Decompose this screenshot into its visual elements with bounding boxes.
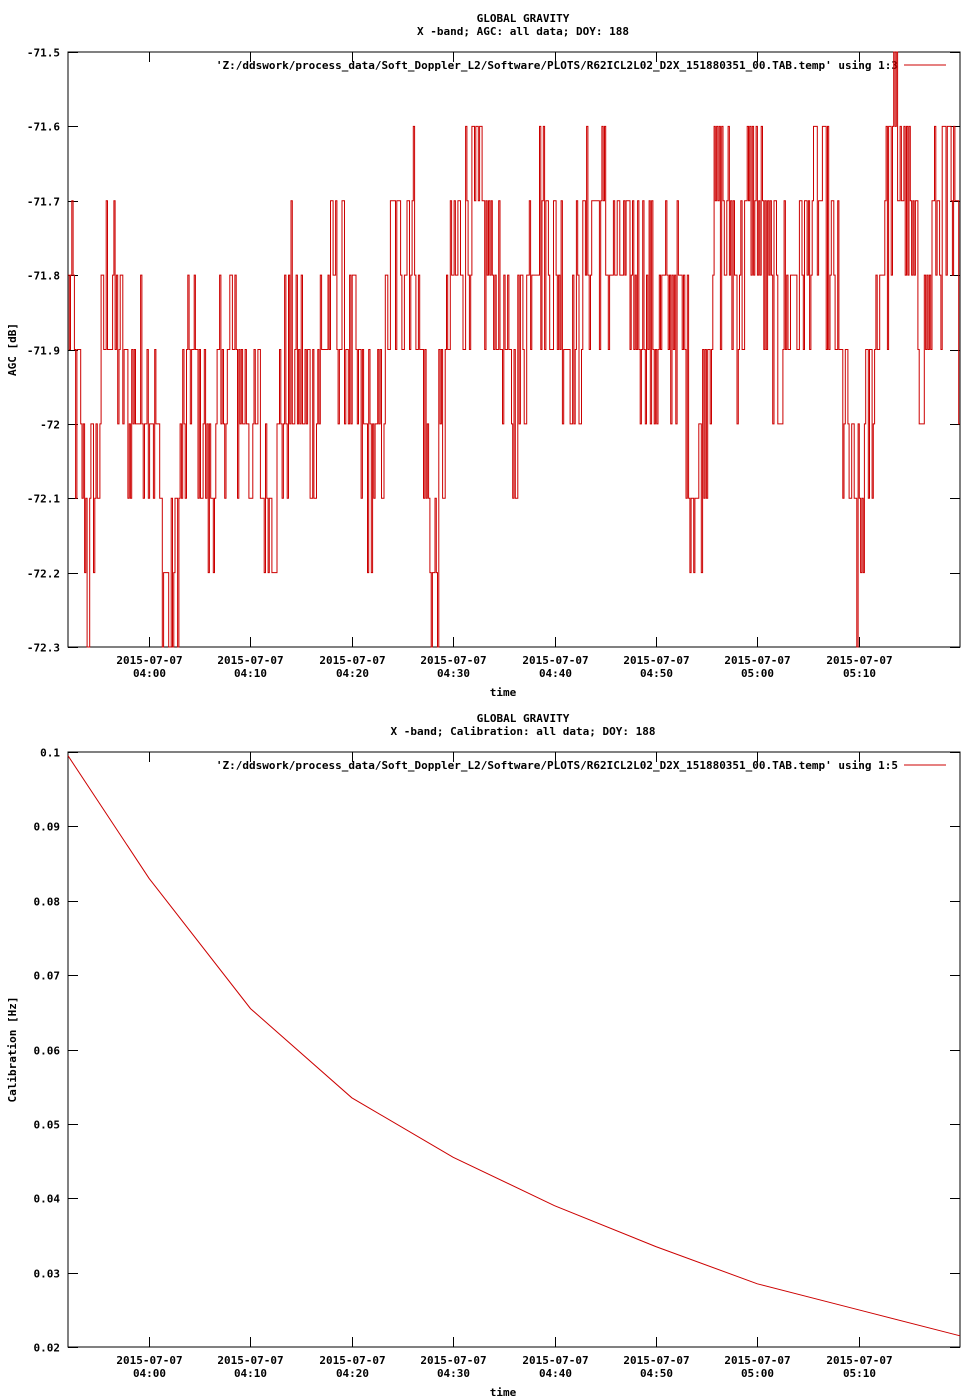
y-tick-label: 0.05: [34, 1119, 61, 1132]
series-group: [68, 51, 960, 648]
x-tick-time-label: 04:50: [640, 667, 673, 680]
y-tick-label: 0.04: [34, 1193, 61, 1206]
x-tick-date-label: 2015-07-07: [217, 1354, 283, 1367]
y-tick-label: -71.6: [27, 121, 60, 134]
x-tick-time-label: 05:00: [741, 1367, 774, 1380]
y-tick-label: -71.8: [27, 270, 60, 283]
x-tick-time-label: 05:00: [741, 667, 774, 680]
x-axis-label: time: [490, 686, 517, 699]
y-tick-label: -72.1: [27, 493, 60, 506]
y-tick-label: 0.1: [40, 747, 60, 760]
x-tick-date-label: 2015-07-07: [116, 654, 182, 667]
x-tick-time-label: 04:30: [437, 1367, 470, 1380]
y-tick-label: -71.7: [27, 196, 60, 209]
y-tick-label: 0.03: [34, 1268, 61, 1281]
x-tick-date-label: 2015-07-07: [724, 654, 790, 667]
x-tick-time-label: 04:40: [539, 667, 572, 680]
x-tick-date-label: 2015-07-07: [724, 1354, 790, 1367]
y-tick-label: 0.02: [34, 1342, 61, 1355]
x-tick-time-label: 05:10: [843, 667, 876, 680]
y-tick-label: -71.5: [27, 47, 60, 60]
y-tick-label: -72: [40, 419, 60, 432]
x-tick-date-label: 2015-07-07: [522, 654, 588, 667]
x-tick-time-label: 04:40: [539, 1367, 572, 1380]
chart-subtitle: X -band; Calibration: all data; DOY: 188: [391, 725, 656, 738]
chart-subtitle: X -band; AGC: all data; DOY: 188: [417, 25, 629, 38]
x-tick-date-label: 2015-07-07: [826, 1354, 892, 1367]
y-axis-label: Calibration [Hz]: [6, 997, 19, 1103]
chart-title: GLOBAL GRAVITY: [477, 712, 570, 725]
x-tick-time-label: 04:50: [640, 1367, 673, 1380]
x-tick-time-label: 04:20: [336, 1367, 369, 1380]
x-tick-time-label: 04:30: [437, 667, 470, 680]
series-line: [67, 755, 961, 1337]
plot-frame: [67, 751, 961, 1348]
x-axis-label: time: [490, 1386, 517, 1399]
series-group: [67, 755, 961, 1337]
x-tick-time-label: 04:00: [133, 667, 166, 680]
x-tick-date-label: 2015-07-07: [522, 1354, 588, 1367]
x-tick-time-label: 04:00: [133, 1367, 166, 1380]
x-tick-date-label: 2015-07-07: [420, 1354, 486, 1367]
x-tick-date-label: 2015-07-07: [116, 1354, 182, 1367]
y-tick-label: 0.08: [34, 896, 61, 909]
x-tick-date-label: 2015-07-07: [623, 1354, 689, 1367]
x-tick-date-label: 2015-07-07: [319, 1354, 385, 1367]
plot-frame: [67, 51, 961, 648]
series-line: [68, 51, 960, 648]
y-tick-label: 0.06: [34, 1045, 61, 1058]
chart-title: GLOBAL GRAVITY: [477, 12, 570, 25]
x-tick-date-label: 2015-07-07: [623, 654, 689, 667]
x-tick-time-label: 04:10: [234, 667, 267, 680]
y-tick-label: -72.2: [27, 568, 60, 581]
x-tick-date-label: 2015-07-07: [217, 654, 283, 667]
x-tick-date-label: 2015-07-07: [319, 654, 385, 667]
y-tick-label: -71.9: [27, 345, 60, 358]
legend-label: 'Z:/ddswork/process_data/Soft_Doppler_L2…: [216, 59, 898, 72]
x-tick-time-label: 04:10: [234, 1367, 267, 1380]
x-tick-time-label: 04:20: [336, 667, 369, 680]
y-axis-label: AGC [dB]: [6, 323, 19, 376]
legend-label: 'Z:/ddswork/process_data/Soft_Doppler_L2…: [216, 759, 898, 772]
x-tick-date-label: 2015-07-07: [420, 654, 486, 667]
y-tick-label: 0.09: [34, 821, 61, 834]
y-tick-label: 0.07: [34, 970, 61, 983]
x-tick-date-label: 2015-07-07: [826, 654, 892, 667]
x-tick-time-label: 05:10: [843, 1367, 876, 1380]
y-tick-label: -72.3: [27, 642, 60, 655]
